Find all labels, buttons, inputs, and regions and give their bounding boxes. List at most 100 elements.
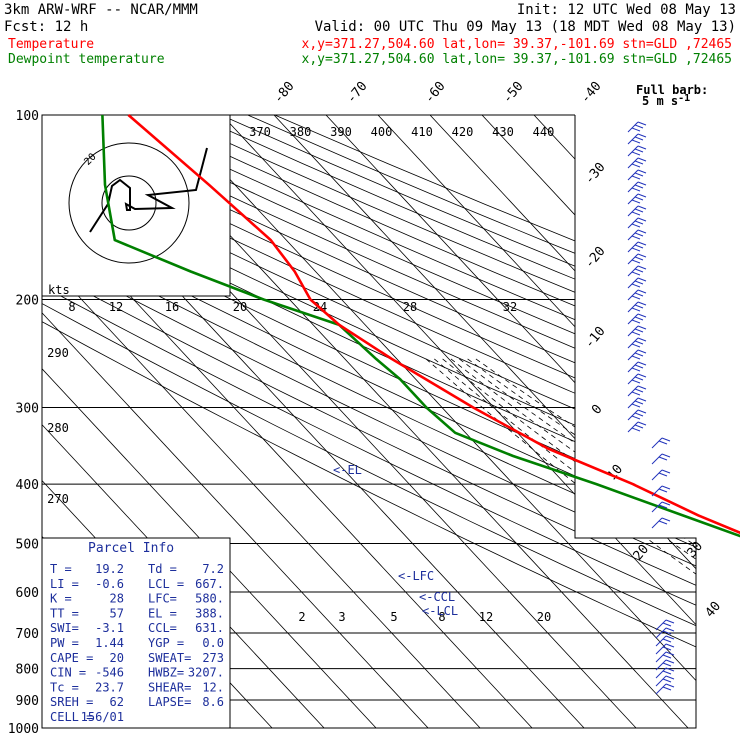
dry-adiabat-line (42, 115, 696, 728)
dry-adiabat-line (42, 115, 696, 728)
dry-adiabat-line (42, 115, 696, 728)
isotherm-line (42, 115, 429, 728)
parcel-info-cell: TT = (50, 606, 79, 620)
parcel-info-cell: 28 (110, 592, 124, 606)
wind-barb (627, 145, 647, 157)
valid-time: Valid: 00 UTC Thu 09 May 13 (18 MDT Wed … (315, 19, 736, 35)
wind-barb (627, 121, 647, 133)
wind-barb (627, 265, 647, 277)
mixing-ratio-label: 5 (390, 610, 397, 624)
isotherm-label: -60 (422, 79, 449, 107)
isotherm-line (481, 115, 696, 728)
wind-barb (627, 277, 647, 289)
wind-barb (627, 157, 647, 169)
pressure-label: 1000 (8, 722, 39, 737)
wind-barb (627, 409, 647, 421)
parcel-info-panel: Parcel Info T = 19.2 Td = 7.2 LI = -0.6 LCL = 6… (41, 537, 231, 729)
wind-barb (627, 313, 647, 325)
theta-side-label: 270 (47, 492, 69, 506)
pressure-label: 100 (16, 109, 39, 124)
parcel-info-cell: SWEAT= (148, 651, 191, 665)
parcel-info-cell: HWBZ= (148, 666, 184, 680)
isotherm-line (429, 115, 696, 728)
parcel-info-cell: SHEAR= (148, 680, 191, 694)
parcel-info-cell: 1.44 (95, 636, 124, 650)
wind-barb (651, 469, 671, 481)
wind-barb (627, 325, 647, 337)
model-title: 3km ARW-WRF -- NCAR/MMM (4, 2, 198, 18)
parcel-info-cell: 20 (110, 651, 124, 665)
wind-barb (655, 651, 675, 663)
wind-barb (655, 643, 675, 655)
wind-barb (655, 667, 675, 679)
wind-barb (651, 517, 671, 529)
isotherm-line (637, 115, 696, 728)
parcel-info-cell: 62 (110, 695, 124, 709)
wind-barb (651, 501, 671, 513)
wind-barb (627, 133, 647, 145)
mixing-ratio-label: 16 (165, 300, 179, 314)
isotherm-line (42, 115, 377, 728)
wind-barb (627, 337, 647, 349)
lcl-annotation: <-LCL (422, 604, 458, 618)
wind-barb (651, 453, 671, 465)
isotherm-label: -50 (500, 79, 527, 107)
hodograph-trace (89, 147, 208, 233)
theta-e-label: 390 (330, 125, 352, 139)
parcel-info-cell: CAPE = (50, 651, 93, 665)
parcel-info-cell: K = (50, 592, 72, 606)
wind-barb (627, 205, 647, 217)
wind-barb (651, 437, 671, 449)
isotherm-label: -70 (344, 79, 371, 107)
wind-barb (627, 385, 647, 397)
wind-barb (651, 485, 671, 497)
parcel-info-title: Parcel Info (88, 541, 174, 556)
mixing-ratio-label: 20 (233, 300, 247, 314)
dewpoint-legend: Dewpoint temperature (8, 52, 165, 67)
mixing-ratio-label: 12 (479, 610, 493, 624)
pressure-label: 200 (16, 294, 39, 309)
pressure-label: 900 (16, 694, 39, 709)
parcel-info-cell: CELL = (50, 710, 93, 724)
parcel-info-cell: LCL = (148, 577, 184, 591)
mixing-ratio-line (730, 543, 740, 728)
isotherm-label: -40 (578, 79, 605, 107)
isotherm-label: -10 (582, 324, 609, 352)
parcel-info-cell: T = (50, 562, 72, 576)
wind-barb (627, 289, 647, 301)
dry-adiabat-line (42, 115, 696, 728)
barb-legend-value: 5 m s-1 (642, 93, 690, 108)
dry-adiabat-line (42, 115, 696, 728)
parcel-info-cell: 631. (195, 621, 224, 635)
pressure-label: 600 (16, 586, 39, 601)
wind-barb (655, 659, 675, 671)
mixing-ratio-label: 8 (438, 610, 445, 624)
parcel-info-cell: 156/01 (81, 710, 124, 724)
mixing-ratio-label: 3 (338, 610, 345, 624)
parcel-info-cell: 57 (110, 606, 124, 620)
theta-e-label: 400 (371, 125, 393, 139)
theta-e-label: 410 (411, 125, 433, 139)
barb-legend-title: Full barb: (636, 83, 708, 97)
isotherm-label: -80 (271, 79, 298, 107)
mixing-ratio-label: 20 (537, 610, 551, 624)
ccl-annotation: <-CCL (419, 590, 455, 604)
mixing-ratio-label: 28 (403, 300, 417, 314)
wind-barb (627, 397, 647, 409)
parcel-info-cell: 12. (202, 680, 224, 694)
mixing-ratio-label: 12 (109, 300, 123, 314)
wind-barb (627, 241, 647, 253)
parcel-info-cell: SWI= (50, 621, 79, 635)
wind-barb (655, 619, 675, 631)
parcel-info-cell: CCL= (148, 621, 177, 635)
wind-barb (627, 193, 647, 205)
parcel-info-cell: 23.7 (95, 680, 124, 694)
isotherm-line (273, 115, 696, 728)
isotherm-label: 40 (703, 599, 725, 621)
parcel-info-cell: 19.2 (95, 562, 124, 576)
wind-barb (627, 169, 647, 181)
parcel-info-cell: LFC= (148, 592, 177, 606)
parcel-info-cell: YGP = (148, 636, 184, 650)
wind-barb (655, 675, 675, 687)
parcel-info-cell: 0.0 (202, 636, 224, 650)
